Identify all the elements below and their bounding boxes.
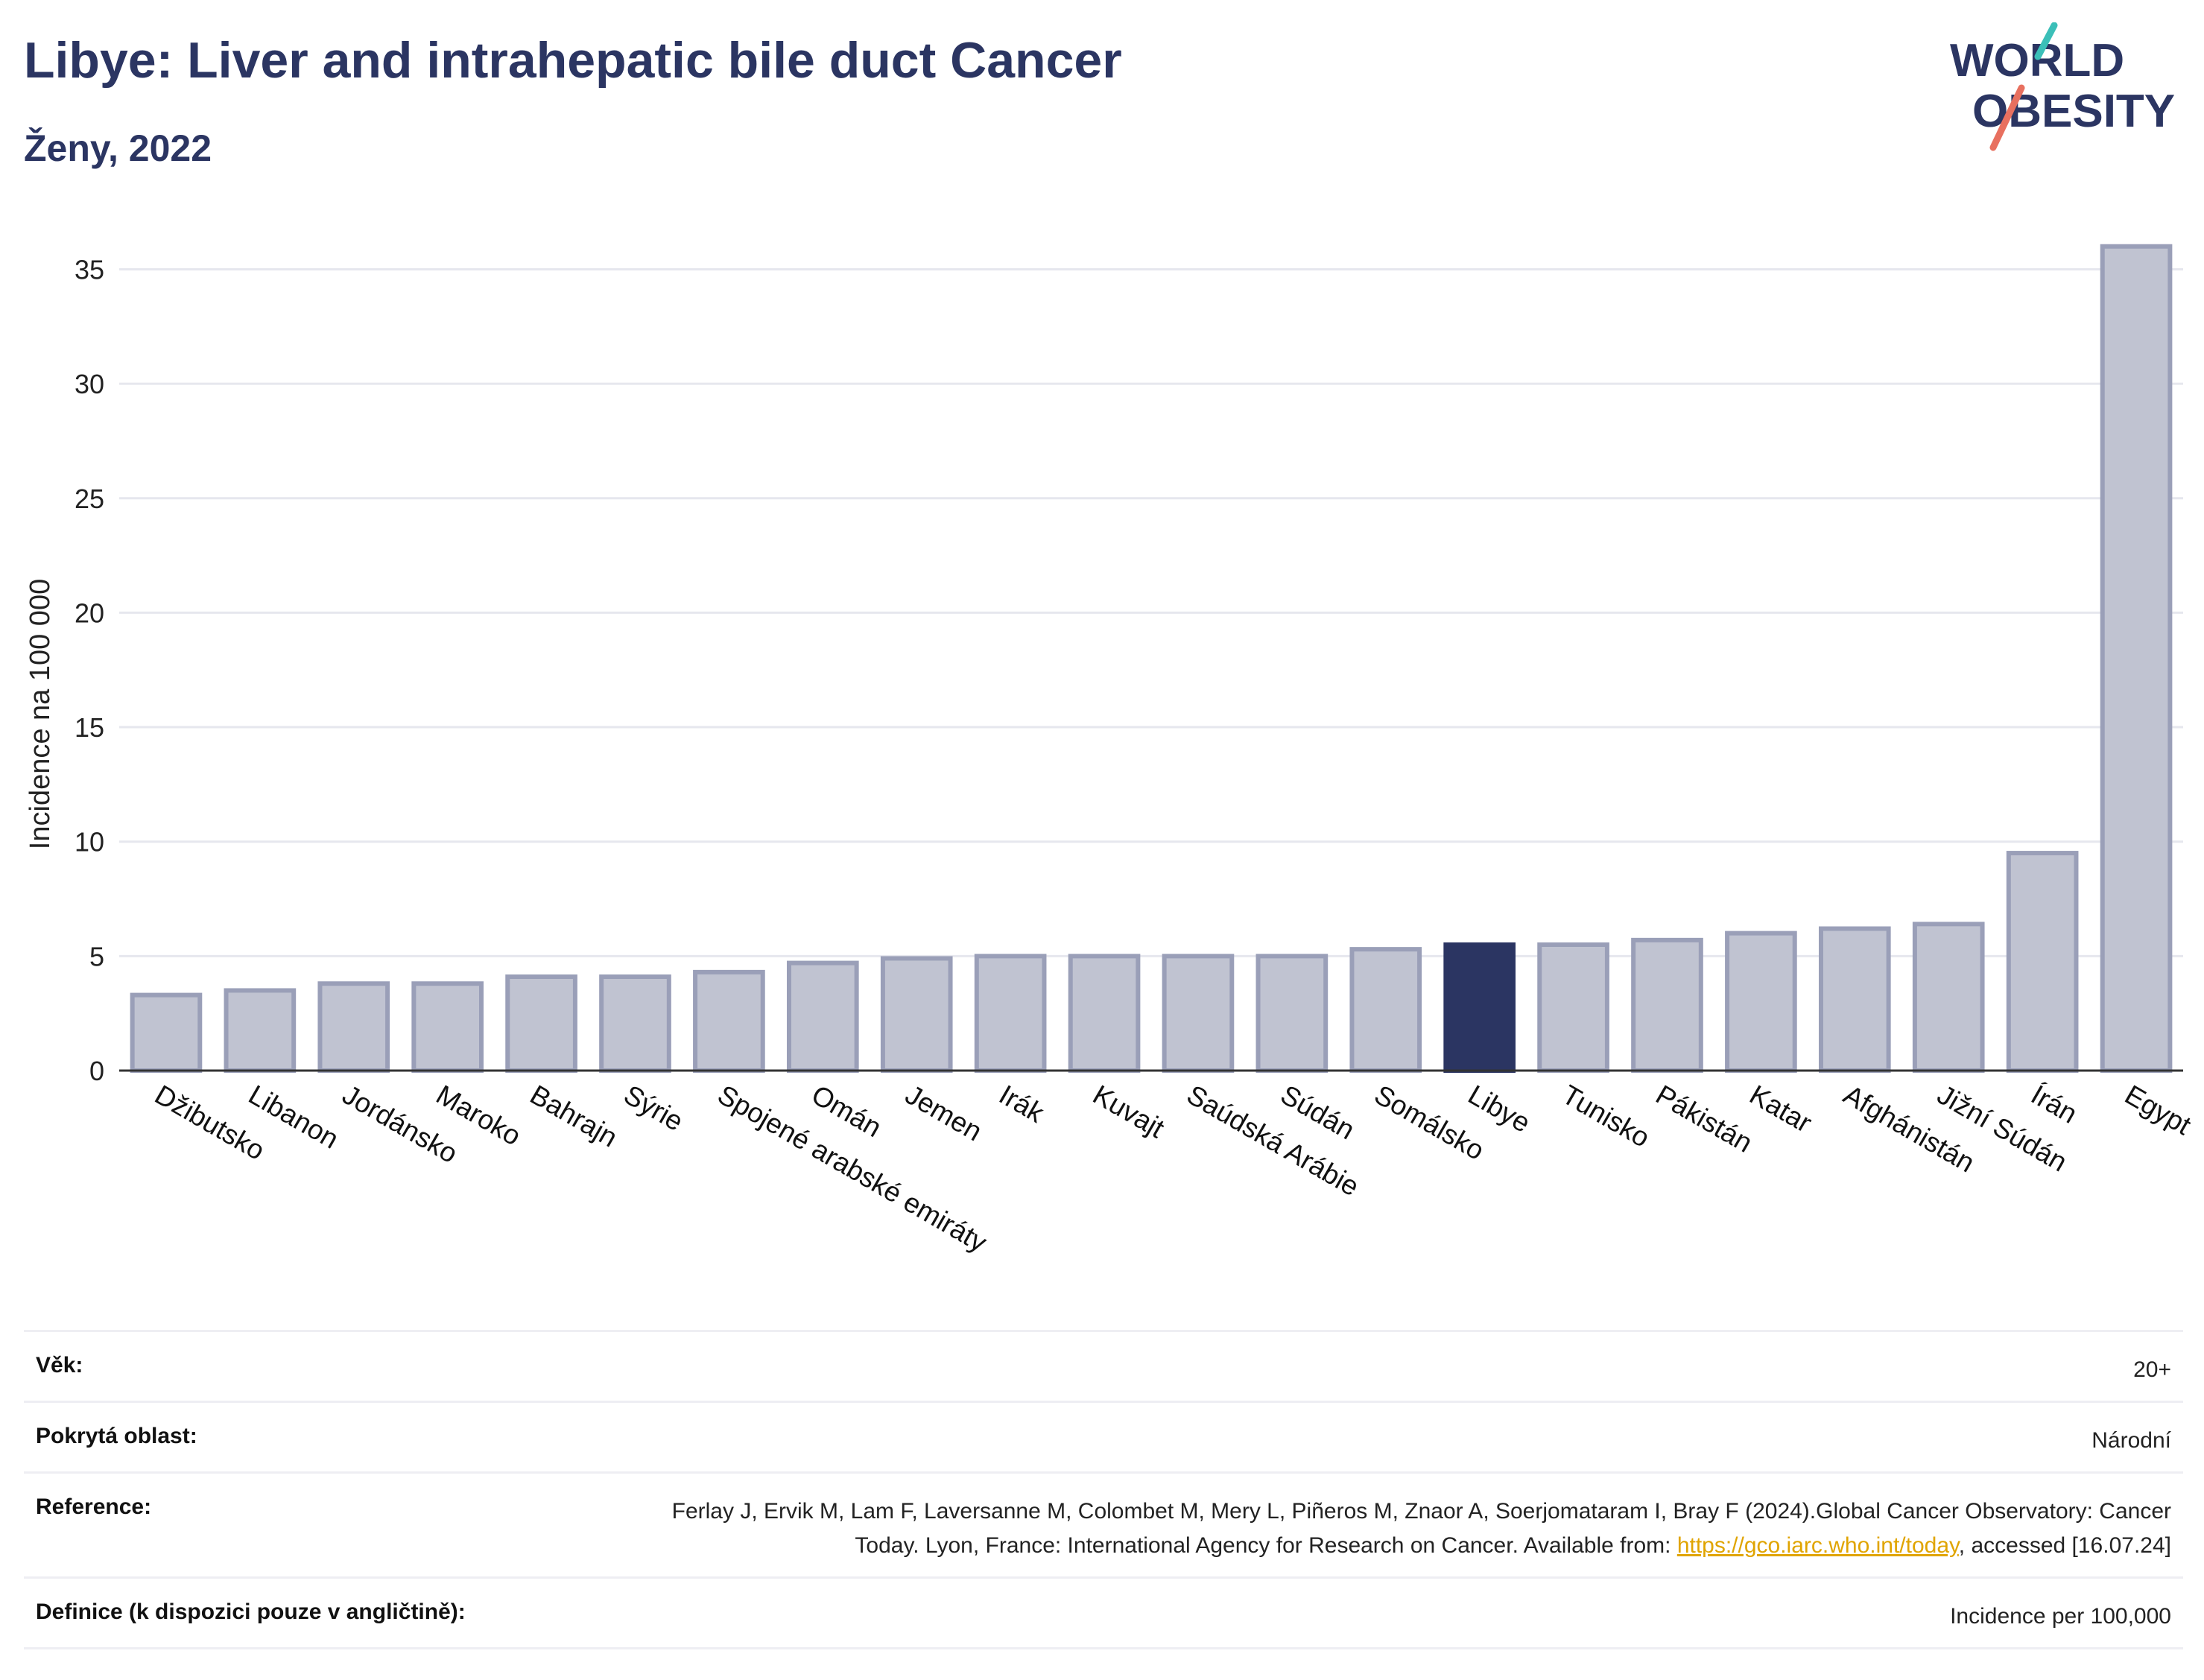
grid-lines <box>119 267 2183 957</box>
definition-value: Incidence per 100,000 <box>1950 1604 2171 1629</box>
x-tick-label: Egypt <box>2120 1079 2197 1141</box>
bar-6 <box>693 969 765 1074</box>
x-tick-labels: DžibutskoLibanonJordánskoMarokoBahrajnSý… <box>150 1079 2197 1258</box>
logo-line1: WORLD <box>1950 35 2124 86</box>
bar-14 <box>1443 942 1516 1073</box>
x-tick-label: Kuvajt <box>1088 1079 1170 1144</box>
info-row-definition: Definice (k dispozici pouze v angličtině… <box>24 1576 2183 1649</box>
y-tick-label: 20 <box>75 597 104 628</box>
y-axis-label: Incidence na 100 000 <box>25 579 56 849</box>
x-tick-label: Sýrie <box>619 1079 689 1137</box>
reference-value: Ferlay J, Ervik M, Lam F, Laversanne M, … <box>621 1494 2171 1563</box>
bar-20 <box>2006 851 2079 1074</box>
x-tick-label: Írán <box>2026 1079 2083 1129</box>
bar-5 <box>599 974 671 1073</box>
bar-chart: 0 5 10 15 20 25 30 35 DžibutskoLibanonJordánsko… <box>25 244 2197 1258</box>
page-title: Libye: Liver and intrahepatic bile duct … <box>24 32 1122 89</box>
bar-17 <box>1725 931 1797 1073</box>
y-tick-label: 0 <box>89 1056 104 1086</box>
info-row-age: Věk: 20+ <box>24 1330 2183 1401</box>
reference-text-end: , accessed [16.07.24] <box>1958 1533 2171 1558</box>
bar-3 <box>411 981 484 1074</box>
bar-21 <box>2100 244 2173 1073</box>
x-tick-label: Bahrajn <box>525 1079 623 1153</box>
x-tick-label: Jemen <box>900 1079 987 1147</box>
coverage-label: Pokrytá oblast: <box>36 1424 197 1448</box>
x-tick-label: Katar <box>1744 1079 1817 1138</box>
age-label: Věk: <box>36 1353 83 1378</box>
y-tick-label: 5 <box>89 941 104 971</box>
y-tick-label: 35 <box>75 254 104 285</box>
definition-label: Definice (k dispozici pouze v angličtině… <box>36 1600 466 1624</box>
bar-1 <box>224 988 297 1073</box>
bar-18 <box>1818 926 1891 1074</box>
reference-text: Ferlay J, Ervik M, Lam F, Laversanne M, … <box>671 1499 2171 1558</box>
bar-0 <box>130 992 203 1074</box>
bar-7 <box>786 960 859 1074</box>
page-subtitle: Ženy, 2022 <box>24 127 212 169</box>
x-tick-label: Tunisko <box>1557 1079 1656 1153</box>
reference-label: Reference: <box>36 1494 152 1519</box>
bar-15 <box>1537 942 1609 1073</box>
y-tick-label: 30 <box>75 369 104 399</box>
bar-9 <box>974 954 1047 1073</box>
logo-coral-stroke <box>1989 84 2025 151</box>
coverage-value: Národní <box>2091 1428 2171 1453</box>
y-tick-labels: 0 5 10 15 20 25 30 35 <box>75 254 104 1086</box>
x-tick-label: Pákistán <box>1651 1079 1758 1158</box>
x-tick-label: Irák <box>994 1079 1049 1129</box>
bar-16 <box>1631 937 1703 1074</box>
bar-2 <box>317 981 390 1074</box>
info-table: Věk: 20+ Pokrytá oblast: Národní Referen… <box>24 1330 2183 1649</box>
info-row-coverage: Pokrytá oblast: Národní <box>24 1401 2183 1471</box>
bars <box>130 244 2173 1074</box>
y-tick-label: 15 <box>75 712 104 743</box>
bar-13 <box>1349 947 1422 1074</box>
bar-4 <box>505 974 577 1073</box>
x-tick-label: Libye <box>1463 1079 1536 1138</box>
bar-12 <box>1255 954 1329 1073</box>
logo-line2: OBESITY <box>1972 86 2175 137</box>
world-obesity-logo: WORLD OBESITY <box>1941 22 2187 156</box>
bar-10 <box>1068 954 1141 1073</box>
info-row-reference: Reference: Ferlay J, Ervik M, Lam F, Lav… <box>24 1471 2183 1576</box>
bar-19 <box>1912 922 1985 1073</box>
y-tick-label: 10 <box>75 827 104 858</box>
logo-teal-stroke <box>2034 22 2058 60</box>
y-tick-label: 25 <box>75 484 104 514</box>
bar-11 <box>1162 954 1235 1073</box>
age-value: 20+ <box>2133 1357 2171 1382</box>
reference-link[interactable]: https://gco.iarc.who.int/today <box>1676 1533 1959 1558</box>
bar-8 <box>880 956 953 1073</box>
